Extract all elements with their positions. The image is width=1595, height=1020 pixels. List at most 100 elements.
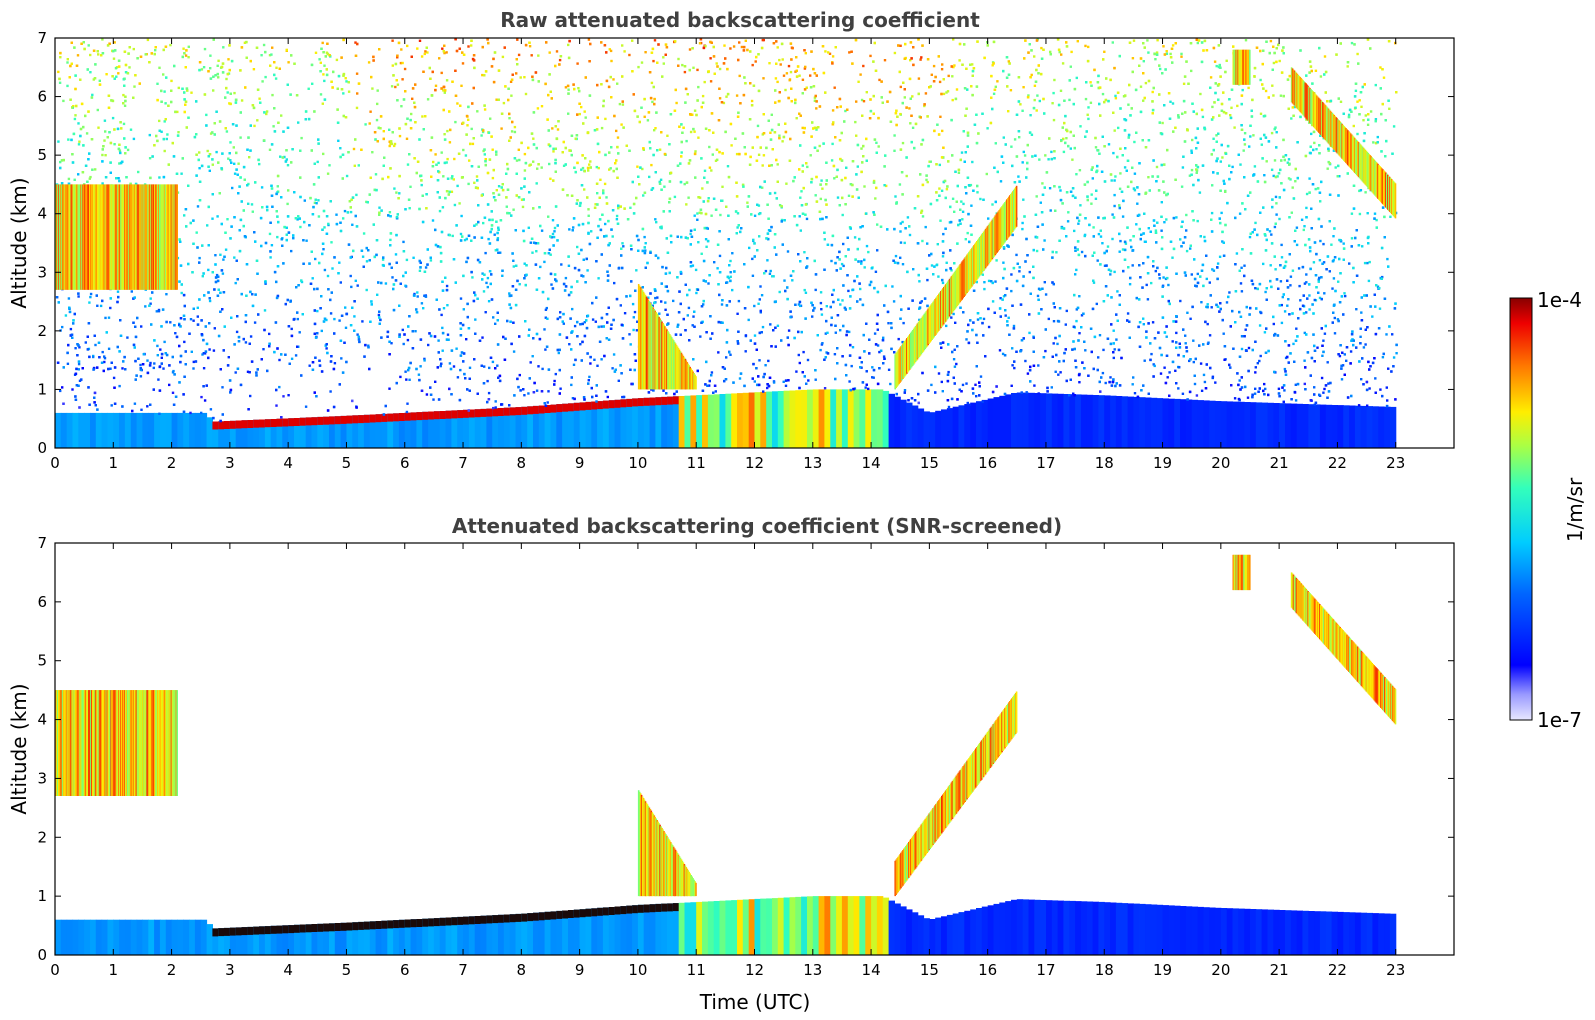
noise-pixel xyxy=(249,335,253,338)
noise-pixel xyxy=(443,133,446,136)
noise-pixel xyxy=(1111,237,1114,241)
noise-pixel xyxy=(658,312,661,315)
noise-pixel xyxy=(356,284,359,287)
noise-pixel xyxy=(483,108,487,111)
boundary-layer-cell xyxy=(270,419,278,448)
boundary-layer-cell xyxy=(84,412,91,448)
boundary-layer-cell xyxy=(795,390,802,448)
noise-pixel xyxy=(1022,198,1025,201)
boundary-layer-cell xyxy=(509,407,517,448)
noise-pixel xyxy=(697,241,700,244)
noise-pixel xyxy=(67,138,70,141)
noise-pixel xyxy=(1346,65,1349,68)
aerosol-layer-top-cell xyxy=(387,413,394,422)
noise-pixel xyxy=(416,291,419,294)
noise-pixel xyxy=(510,130,514,133)
noise-pixel xyxy=(557,351,560,355)
noise-pixel xyxy=(165,293,168,296)
noise-pixel xyxy=(926,180,929,184)
noise-pixel xyxy=(841,213,844,217)
noise-pixel xyxy=(850,364,853,368)
noise-pixel xyxy=(1109,273,1112,276)
noise-pixel xyxy=(853,387,857,390)
noise-pixel xyxy=(1038,99,1041,103)
boundary-layer-cell xyxy=(649,397,656,448)
noise-pixel xyxy=(1033,84,1037,87)
boundary-layer-cell xyxy=(830,389,837,448)
boundary-layer-cell xyxy=(503,407,511,448)
noise-pixel xyxy=(248,156,251,159)
noise-pixel xyxy=(177,131,180,134)
noise-pixel xyxy=(632,328,635,332)
noise-pixel xyxy=(794,70,797,73)
noise-pixel xyxy=(1029,114,1032,117)
noise-pixel xyxy=(219,253,222,256)
noise-pixel xyxy=(1021,161,1024,164)
noise-pixel xyxy=(1186,311,1189,314)
boundary-layer-cell xyxy=(1384,406,1391,448)
noise-pixel xyxy=(322,152,325,156)
noise-pixel xyxy=(440,151,443,154)
noise-pixel xyxy=(94,343,97,347)
noise-pixel xyxy=(553,379,556,383)
noise-pixel xyxy=(1332,235,1335,238)
noise-pixel xyxy=(539,265,542,269)
noise-pixel xyxy=(101,38,104,41)
noise-pixel xyxy=(89,175,92,179)
boundary-layer-cell xyxy=(923,411,930,448)
noise-pixel xyxy=(483,153,486,156)
noise-pixel xyxy=(482,149,485,153)
noise-pixel xyxy=(408,207,411,210)
noise-pixel xyxy=(158,66,161,69)
noise-pixel xyxy=(725,356,728,359)
noise-pixel xyxy=(1067,211,1070,214)
noise-pixel xyxy=(1254,371,1257,374)
noise-pixel xyxy=(567,88,570,91)
noise-pixel xyxy=(1248,235,1252,239)
noise-pixel xyxy=(786,250,790,253)
boundary-layer-cell xyxy=(1325,404,1333,448)
noise-pixel xyxy=(960,200,963,203)
noise-pixel xyxy=(925,178,928,182)
noise-pixel xyxy=(260,186,264,189)
noise-pixel xyxy=(492,316,495,319)
noise-pixel xyxy=(576,245,579,249)
noise-pixel xyxy=(456,184,459,188)
noise-pixel xyxy=(660,300,663,303)
noise-pixel xyxy=(1011,347,1014,350)
noise-pixel xyxy=(1273,225,1277,229)
noise-pixel xyxy=(314,257,317,261)
noise-pixel xyxy=(961,383,965,387)
noise-pixel xyxy=(225,130,229,133)
noise-pixel xyxy=(442,89,445,92)
noise-pixel xyxy=(1059,371,1062,374)
noise-pixel xyxy=(820,343,824,346)
noise-pixel xyxy=(774,77,778,80)
noise-pixel xyxy=(820,179,823,182)
noise-pixel xyxy=(243,41,247,44)
boundary-layer-cell xyxy=(1057,393,1064,448)
noise-pixel xyxy=(1305,311,1308,314)
noise-pixel xyxy=(776,46,779,49)
noise-pixel xyxy=(1179,299,1182,303)
aerosol-layer-top-cell xyxy=(270,419,278,427)
noise-pixel xyxy=(819,197,822,201)
noise-pixel xyxy=(446,157,449,161)
noise-pixel xyxy=(465,338,468,341)
noise-pixel xyxy=(1315,148,1318,151)
noise-pixel xyxy=(421,115,424,118)
aerosol-layer-top-cell xyxy=(468,409,476,418)
noise-pixel xyxy=(1244,328,1247,331)
noise-pixel xyxy=(537,365,540,368)
noise-pixel xyxy=(434,84,438,87)
noise-pixel xyxy=(1337,280,1340,283)
noise-pixel xyxy=(702,303,705,306)
noise-pixel xyxy=(1052,91,1055,95)
noise-pixel xyxy=(961,210,965,213)
noise-pixel xyxy=(1035,109,1038,112)
noise-pixel xyxy=(744,334,748,337)
noise-pixel xyxy=(1270,168,1274,171)
boundary-layer-cell xyxy=(1092,395,1099,448)
noise-pixel xyxy=(996,80,999,83)
noise-pixel xyxy=(333,317,336,321)
